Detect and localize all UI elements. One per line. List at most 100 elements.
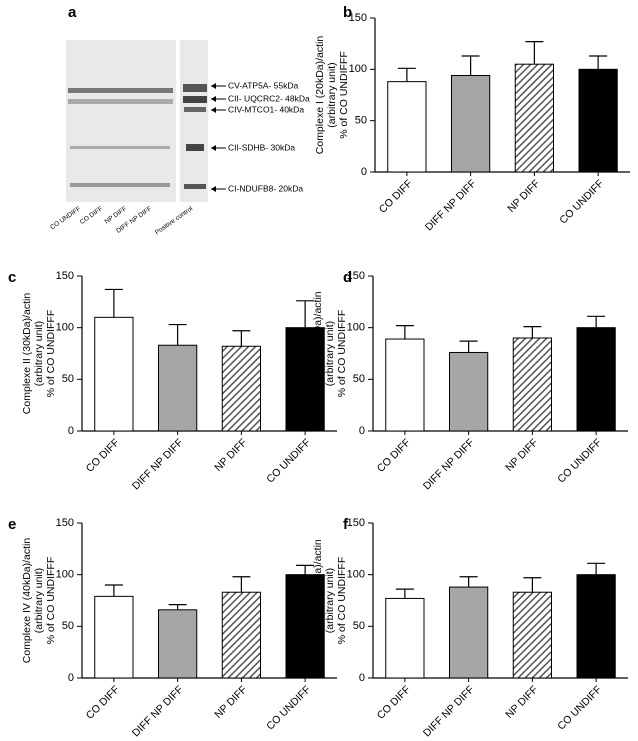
y-tick-label: 150	[347, 517, 365, 529]
lane-label: Positive control	[154, 205, 195, 236]
blot-gap	[176, 40, 180, 202]
x-tick-label: CO UNDIFF	[557, 178, 606, 227]
bar	[514, 63, 554, 173]
y-tick-label: 50	[62, 373, 74, 385]
y-tick-label: 50	[355, 115, 367, 127]
bar	[451, 74, 491, 173]
panel-letter: e	[8, 516, 16, 533]
bar-chart: b Complexe I (20kDa)/actin (arbitrary unit…	[314, 4, 630, 233]
panel-letter: f	[343, 516, 349, 533]
y-tick-label: 50	[62, 620, 74, 632]
bar	[576, 327, 616, 432]
x-tick-label: CO DIFF	[375, 437, 413, 475]
blot-membrane	[66, 40, 208, 202]
bar	[221, 591, 261, 679]
y-tick-label: 0	[68, 425, 74, 437]
x-tick-label: DIFF NP DIFF	[421, 437, 477, 493]
band-label: CII- UQCRC2- 48kDa	[228, 93, 310, 103]
western-blot: a CV-ATP5A- 55kDa CII- UQCRC2- 48kDaCIV-M…	[49, 4, 310, 236]
x-tick-label: NP DIFF	[212, 437, 249, 474]
x-tick-label: DIFF NP DIFF	[130, 437, 186, 493]
x-tick-label: CO DIFF	[84, 684, 122, 722]
y-axis-label: Complexe III (48kDa)/actin	[312, 291, 324, 415]
y-axis-label: (arbitrary unit)	[33, 568, 45, 633]
arrow-head	[211, 186, 216, 192]
x-tick-label: NP DIFF	[503, 684, 540, 721]
y-axis-label: % of CO UNDIFFF	[336, 310, 348, 398]
y-tick-label: 50	[353, 620, 365, 632]
y-axis-label: (arbitrary unit)	[33, 321, 45, 386]
y-tick-label: 150	[349, 12, 367, 24]
x-tick-label: NP DIFF	[503, 437, 540, 474]
band-label: CI-NDUFB8- 20kDa	[228, 183, 303, 193]
x-tick-label: CO UNDIFF	[264, 437, 313, 486]
x-tick-label: DIFF NP DIFF	[421, 684, 477, 740]
bar	[221, 345, 261, 432]
bar	[385, 338, 425, 432]
y-axis-label: Complexe II (30kDa)/actin	[21, 293, 33, 415]
y-axis-label: % of CO UNDIFFF	[336, 557, 348, 645]
lane-label: CO DIFF	[79, 205, 104, 226]
bar	[285, 574, 325, 679]
y-tick-label: 150	[56, 270, 74, 282]
y-axis-label: (arbitrary unit)	[324, 568, 336, 633]
band-label: CIV-MTCO1- 40kDa	[228, 104, 304, 114]
bar	[94, 316, 134, 432]
panel-letter: d	[343, 269, 352, 286]
y-tick-label: 100	[56, 322, 74, 334]
band-label: CV-ATP5A- 55kDa	[228, 80, 299, 90]
y-tick-label: 150	[347, 270, 365, 282]
y-axis-label: Complexe V (55kDa)/actin	[312, 539, 324, 662]
y-tick-label: 0	[359, 425, 365, 437]
y-axis-label: Complexe I (20kDa)/actin	[314, 36, 326, 155]
y-tick-label: 0	[68, 672, 74, 684]
panel-letter: b	[343, 4, 352, 21]
x-tick-label: CO UNDIFF	[555, 437, 604, 486]
bar-chart: c Complexe II (30kDa)/actin (arbitrary uni…	[8, 269, 337, 492]
x-tick-label: NP DIFF	[505, 178, 542, 215]
bar	[449, 586, 489, 679]
x-tick-label: CO DIFF	[375, 684, 413, 722]
x-tick-label: NP DIFF	[212, 684, 249, 721]
x-tick-label: CO DIFF	[84, 437, 122, 475]
x-tick-label: CO UNDIFF	[264, 684, 313, 733]
bar	[94, 595, 134, 679]
bar	[158, 344, 198, 432]
arrow-head	[211, 107, 216, 113]
blot-bands	[68, 84, 207, 189]
bar	[576, 574, 616, 679]
arrow-head	[211, 145, 216, 151]
y-tick-label: 100	[347, 322, 365, 334]
lane-label: CO UNDIFF	[49, 205, 82, 231]
bar	[512, 591, 552, 679]
panel-letter: c	[8, 269, 16, 286]
arrow-head	[211, 96, 216, 102]
x-tick-label: CO UNDIFF	[555, 684, 604, 733]
panel-letter: a	[68, 4, 77, 21]
y-tick-label: 50	[353, 373, 365, 385]
band-label: CII-SDHB- 30kDa	[228, 142, 295, 152]
y-tick-label: 100	[347, 569, 365, 581]
y-tick-label: 150	[56, 517, 74, 529]
bar	[512, 337, 552, 432]
y-tick-label: 0	[361, 166, 367, 178]
y-tick-label: 100	[56, 569, 74, 581]
bar-chart: f Complexe V (55kDa)/actin (arbitrary unit…	[312, 516, 628, 739]
bar	[449, 351, 489, 432]
bar	[385, 597, 425, 679]
y-tick-label: 0	[359, 672, 365, 684]
y-tick-label: 100	[349, 63, 367, 75]
x-tick-label: DIFF NP DIFF	[130, 684, 186, 740]
y-axis-label: % of CO UNDIFFF	[338, 51, 350, 139]
x-tick-label: DIFF NP DIFF	[423, 178, 479, 234]
bar	[285, 327, 325, 432]
bar	[387, 81, 427, 173]
y-axis-label: (arbitrary unit)	[326, 62, 338, 127]
y-axis-label: Complexe IV (40kDa)/actin	[21, 538, 33, 664]
bar-chart: d Complexe III (48kDa)/actin (arbitrary un…	[312, 269, 628, 492]
y-axis-label: % of CO UNDIFFF	[45, 310, 57, 398]
arrow-head	[211, 83, 216, 89]
y-axis-label: % of CO UNDIFFF	[45, 557, 57, 645]
